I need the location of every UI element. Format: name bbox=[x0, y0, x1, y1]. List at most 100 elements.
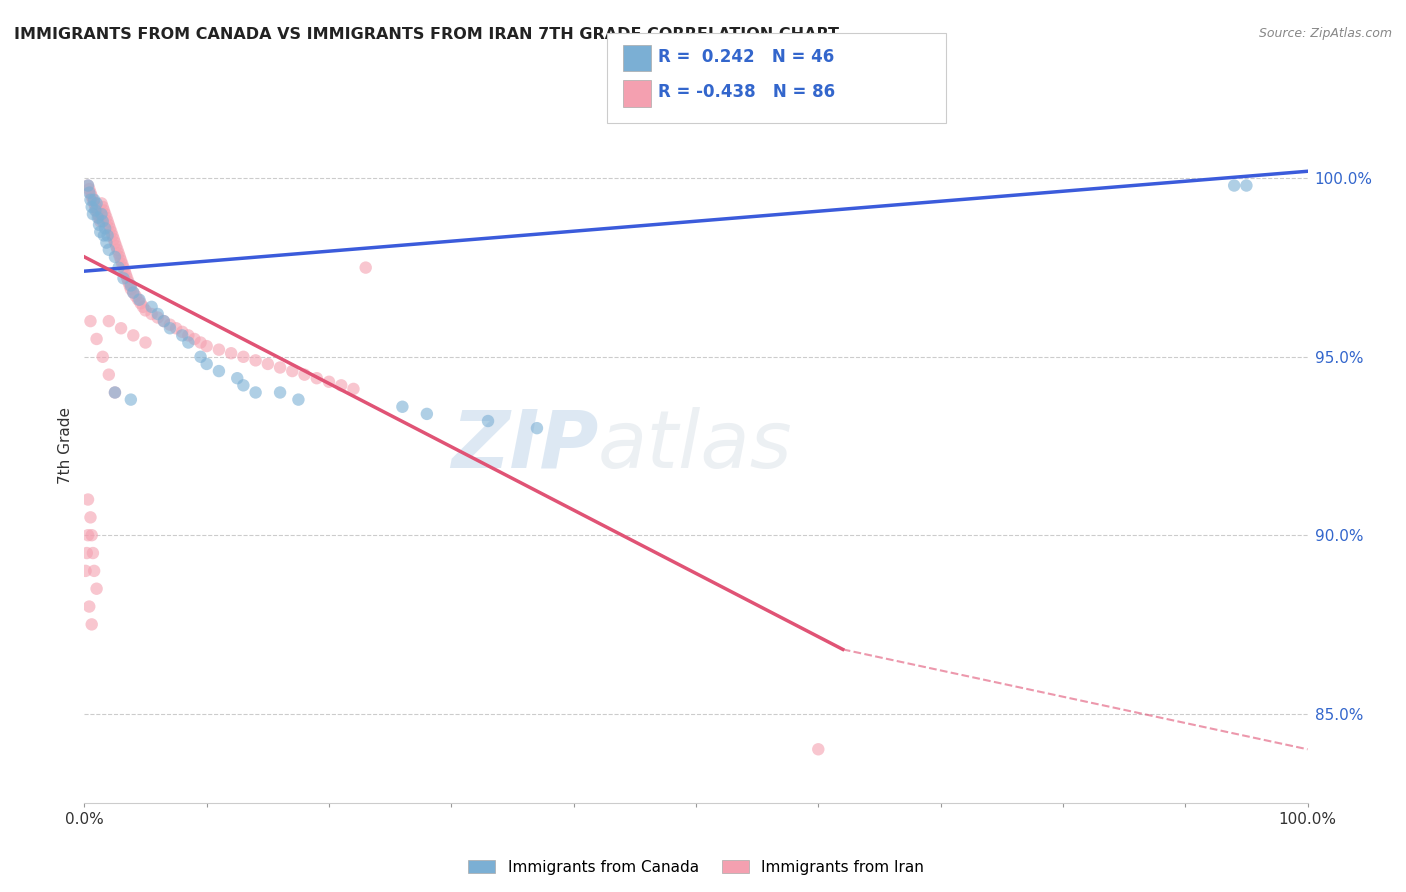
Point bbox=[114, 264, 136, 278]
Point bbox=[87, 211, 110, 225]
Point bbox=[80, 189, 103, 203]
Point bbox=[77, 178, 100, 193]
Point bbox=[269, 360, 291, 375]
Point bbox=[77, 178, 100, 193]
Point bbox=[232, 378, 254, 392]
Point bbox=[257, 357, 280, 371]
Point bbox=[93, 203, 115, 218]
Point bbox=[354, 260, 377, 275]
Point bbox=[86, 196, 108, 211]
Point bbox=[245, 353, 267, 368]
Point bbox=[87, 207, 110, 221]
Point bbox=[342, 382, 364, 396]
Point bbox=[86, 203, 108, 218]
Point bbox=[79, 510, 101, 524]
Point bbox=[1236, 178, 1258, 193]
Point bbox=[84, 203, 107, 218]
Point bbox=[330, 378, 353, 392]
Point bbox=[190, 335, 212, 350]
Point bbox=[117, 275, 139, 289]
Point bbox=[115, 268, 138, 282]
Point bbox=[129, 296, 152, 310]
Point bbox=[91, 200, 114, 214]
Point bbox=[87, 211, 110, 225]
Point bbox=[120, 282, 142, 296]
Point bbox=[177, 328, 200, 343]
Point bbox=[89, 225, 111, 239]
Point bbox=[190, 350, 212, 364]
Point bbox=[91, 350, 114, 364]
Point bbox=[105, 239, 128, 253]
Point bbox=[112, 271, 135, 285]
Point bbox=[195, 357, 218, 371]
Point bbox=[122, 285, 145, 300]
Point bbox=[195, 339, 218, 353]
Point bbox=[94, 207, 117, 221]
Point bbox=[120, 278, 142, 293]
Point bbox=[97, 228, 120, 243]
Point bbox=[107, 246, 129, 260]
Point bbox=[105, 243, 128, 257]
Point bbox=[110, 321, 132, 335]
Point bbox=[90, 196, 112, 211]
Y-axis label: 7th Grade: 7th Grade bbox=[58, 408, 73, 484]
Point bbox=[132, 300, 155, 314]
Point bbox=[226, 371, 249, 385]
Point bbox=[269, 385, 291, 400]
Point bbox=[219, 346, 242, 360]
Point bbox=[77, 186, 100, 200]
Point bbox=[107, 260, 129, 275]
Point bbox=[172, 328, 194, 343]
Point bbox=[82, 207, 104, 221]
Text: R =  0.242   N = 46: R = 0.242 N = 46 bbox=[658, 48, 834, 66]
Point bbox=[97, 214, 120, 228]
Point bbox=[80, 617, 103, 632]
Point bbox=[125, 289, 148, 303]
Point bbox=[294, 368, 316, 382]
Text: atlas: atlas bbox=[598, 407, 793, 485]
Point bbox=[90, 207, 112, 221]
Point bbox=[77, 182, 100, 196]
Point bbox=[82, 193, 104, 207]
Point bbox=[97, 218, 120, 232]
Point bbox=[77, 492, 100, 507]
Point bbox=[281, 364, 304, 378]
Point bbox=[101, 228, 124, 243]
Point bbox=[118, 278, 141, 293]
Point bbox=[96, 235, 118, 250]
Point bbox=[97, 368, 120, 382]
Point bbox=[100, 225, 122, 239]
Point bbox=[146, 307, 169, 321]
Point bbox=[318, 375, 340, 389]
Point bbox=[83, 564, 105, 578]
Point bbox=[79, 186, 101, 200]
Point bbox=[86, 582, 108, 596]
Point bbox=[112, 260, 135, 275]
Point bbox=[153, 314, 176, 328]
Point bbox=[416, 407, 439, 421]
Point bbox=[103, 232, 125, 246]
Point bbox=[77, 599, 100, 614]
Point bbox=[208, 364, 231, 378]
Point bbox=[84, 200, 107, 214]
Point bbox=[391, 400, 413, 414]
Point bbox=[104, 385, 127, 400]
Point bbox=[122, 328, 145, 343]
Point bbox=[807, 742, 830, 756]
Point bbox=[86, 332, 108, 346]
Point bbox=[83, 193, 105, 207]
Point bbox=[165, 321, 187, 335]
Point bbox=[98, 221, 121, 235]
Point bbox=[104, 235, 127, 250]
Point bbox=[477, 414, 499, 428]
Point bbox=[104, 250, 127, 264]
Point bbox=[94, 221, 117, 235]
Point bbox=[1223, 178, 1246, 193]
Point bbox=[82, 546, 104, 560]
Point bbox=[76, 546, 98, 560]
Point bbox=[120, 392, 142, 407]
Point bbox=[108, 250, 131, 264]
Point bbox=[80, 528, 103, 542]
Point bbox=[122, 285, 145, 300]
Point bbox=[80, 200, 103, 214]
